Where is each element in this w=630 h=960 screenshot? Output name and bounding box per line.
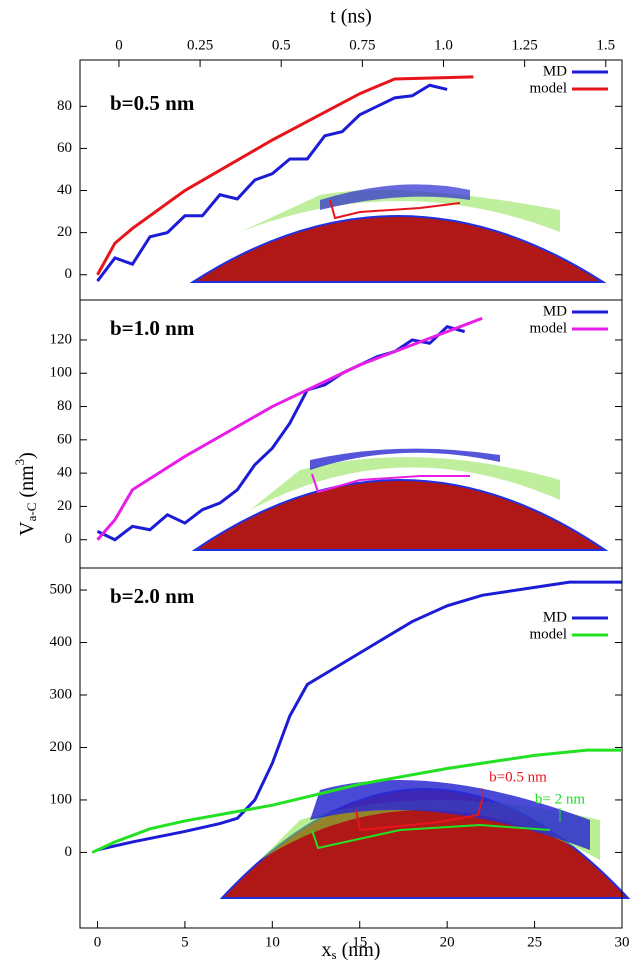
y-tick-label: 500 xyxy=(50,581,73,597)
snapshot-layer xyxy=(310,780,590,850)
y-tick-label: 80 xyxy=(57,98,72,114)
data-line xyxy=(96,75,474,276)
data-line xyxy=(91,748,622,854)
panel-label: b=0.5 nm xyxy=(110,91,195,115)
data-line xyxy=(96,324,466,542)
panel-label: b=2.0 nm xyxy=(110,584,195,608)
snapshot-layer xyxy=(320,184,470,210)
snapshot-layer xyxy=(310,448,500,470)
x-axis-label-part: x xyxy=(322,939,332,960)
x-tick-label: 25 xyxy=(527,934,542,950)
x2-tick-label: 0 xyxy=(115,37,123,53)
y-tick-label: 120 xyxy=(50,331,73,347)
y-axis-label-part: a-C xyxy=(24,503,39,522)
y-axis-label-part: V xyxy=(16,521,38,536)
x-axis-label-part: s xyxy=(332,947,337,960)
snapshot-profile xyxy=(355,799,483,832)
y-axis-label: Va-C (nm3) xyxy=(12,452,39,536)
y-tick-label: 400 xyxy=(50,634,73,650)
legend-label: MD xyxy=(543,609,567,625)
snapshot xyxy=(191,479,609,551)
x2-tick-label: 0.75 xyxy=(349,37,375,53)
plot-frame xyxy=(79,567,623,929)
y-tick-label: 100 xyxy=(50,791,73,807)
legend-label: model xyxy=(530,80,568,96)
x-tick-label: 15 xyxy=(352,934,367,950)
y-tick-label: 300 xyxy=(50,686,73,702)
legend-label: MD xyxy=(543,63,567,79)
y-tick-label: 40 xyxy=(57,182,72,198)
snapshot-layer xyxy=(250,457,560,510)
y-tick-label: 0 xyxy=(65,266,73,282)
x-tick-label: 20 xyxy=(440,934,455,950)
x2-axis-label: t (ns) xyxy=(330,6,372,28)
legend-label: MD xyxy=(543,303,567,319)
data-line xyxy=(96,83,448,282)
y-tick-label: 20 xyxy=(57,498,72,514)
x-tick-label: 0 xyxy=(94,934,102,950)
x-axis-label: xs (nm) xyxy=(322,939,381,960)
snapshot-profile xyxy=(329,199,461,220)
y-tick-label: 60 xyxy=(57,431,72,447)
y-tick-label: 0 xyxy=(65,844,73,860)
y-tick-label: 80 xyxy=(57,398,72,414)
x2-tick-label: 0.25 xyxy=(187,37,213,53)
x-tick-label: 5 xyxy=(181,934,189,950)
x2-tick-label: 1.25 xyxy=(512,37,538,53)
data-line xyxy=(97,580,622,852)
y-tick-label: 0 xyxy=(65,531,73,547)
y-axis-label-part: (nm xyxy=(16,465,38,503)
y-tick-label: 60 xyxy=(57,140,72,156)
md-snapshots xyxy=(189,184,630,899)
x2-tick-label: 1.5 xyxy=(596,37,615,53)
y-axis-label-part: 3 xyxy=(12,459,27,466)
annotation: b=0.5 nm xyxy=(489,769,547,785)
annotation: b= 2 nm xyxy=(535,791,585,807)
x2-tick-label: 0.5 xyxy=(272,37,291,53)
legend-label: model xyxy=(530,320,568,336)
snapshot-profile xyxy=(311,823,551,850)
legend-label: model xyxy=(530,626,568,642)
y-tick-label: 20 xyxy=(57,224,72,240)
x-tick-label: 30 xyxy=(615,934,630,950)
y-tick-label: 200 xyxy=(50,739,73,755)
x-tick-label: 10 xyxy=(265,934,280,950)
data-line xyxy=(96,316,483,541)
x-axis-label-part: (nm) xyxy=(337,939,381,960)
snapshot-profile xyxy=(311,473,470,494)
x2-tick-label: 1.0 xyxy=(434,37,453,53)
snapshot xyxy=(189,215,607,283)
panel-label: b=1.0 nm xyxy=(110,316,195,340)
y-axis-label-part: ) xyxy=(16,452,38,459)
y-tick-label: 40 xyxy=(57,465,72,481)
y-tick-label: 100 xyxy=(50,365,73,381)
